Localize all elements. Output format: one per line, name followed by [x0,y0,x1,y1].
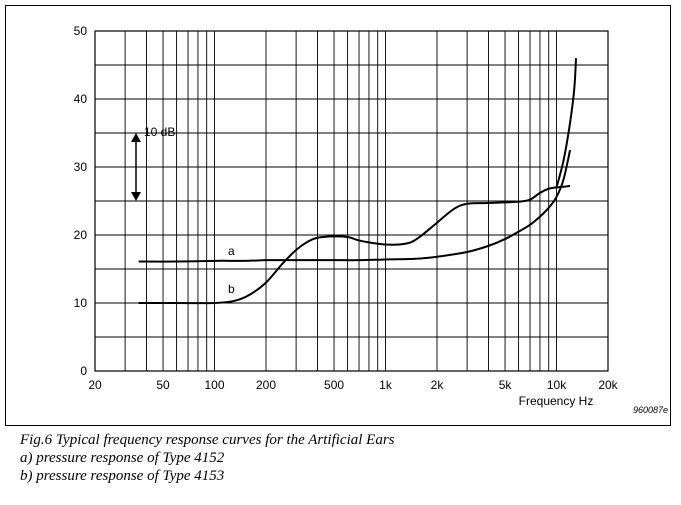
figure-code: 960087e [633,405,668,415]
x-tick-label: 200 [256,378,276,392]
x-tick-label: 10k [547,378,567,392]
x-axis-label: Frequency Hz [519,394,594,408]
y-tick-label: 0 [80,364,87,378]
y-tick-label: 30 [74,160,88,174]
x-tick-label: 100 [205,378,225,392]
y-tick-label: 20 [74,228,88,242]
curve-label-a: a [228,244,235,258]
series-lines: ab [138,58,578,305]
tick-labels: 0 10 20 30 40 50 20 50 100 200 500 1k 2k 5k 10k 20k [74,24,619,392]
plot-area-border [94,30,609,372]
scale-bar-arrow-up [131,133,141,142]
series-b-high-line [555,58,578,188]
curve-label-b: b [228,282,235,296]
x-tick-label: 5k [499,378,513,392]
figure-frame [5,5,671,426]
x-tick-label: 500 [324,378,344,392]
caption-line-a: a) pressure response of Type 4152 [20,450,225,466]
annotations: Frequency Hz 960087e 10 dB [131,125,668,415]
x-tick-label: 1k [379,378,393,392]
x-tick-label: 20 [88,378,102,392]
x-tick-label: 50 [156,378,170,392]
x-tick-label: 20k [598,378,618,392]
caption-line-b: b) pressure response of Type 4153 [20,468,225,484]
x-tick-label: 2k [431,378,445,392]
caption-title: Fig.6 Typical frequency response curves … [20,432,395,448]
series-b-line [138,185,571,305]
scale-bar-arrow-down [131,192,141,201]
grid [95,31,608,371]
y-tick-label: 50 [74,24,88,38]
y-tick-label: 40 [74,92,88,106]
scale-bar-label: 10 dB [144,125,175,139]
series-a-line [138,149,572,263]
y-tick-label: 10 [74,296,88,310]
